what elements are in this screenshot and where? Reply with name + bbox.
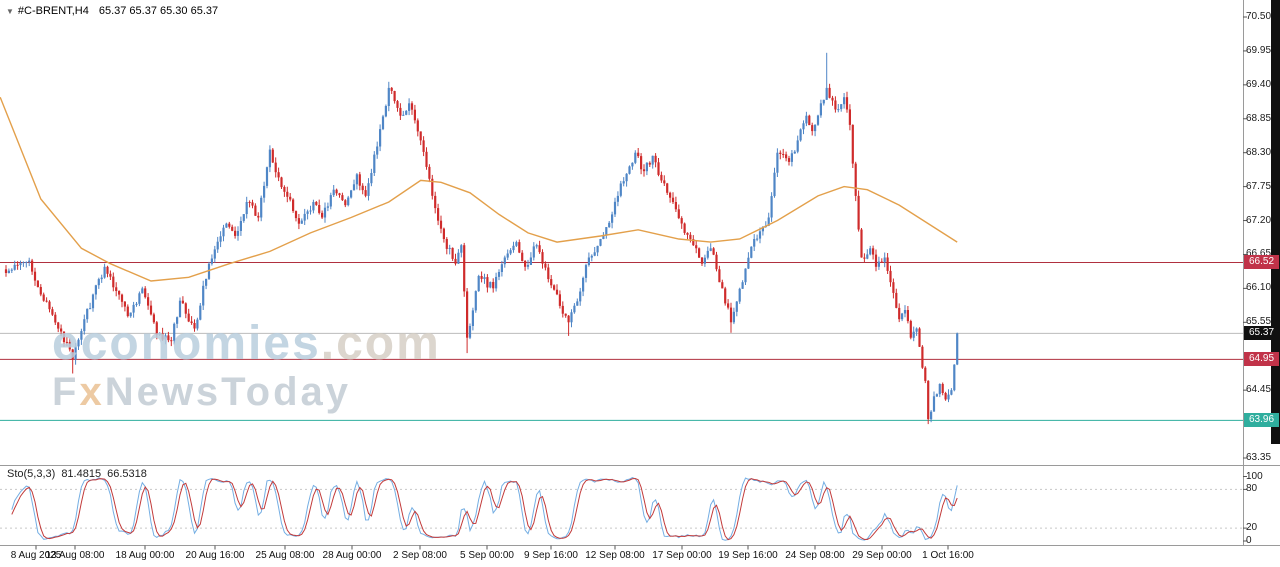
indicator-axis-label: 80 [1246, 483, 1258, 495]
symbol-timeframe-label: #C-BRENT,H4 [17, 5, 89, 17]
time-axis-label: 12 Sep 08:00 [585, 550, 645, 561]
price-axis-label: 69.95 [1246, 44, 1272, 56]
symbol-dropdown-icon[interactable]: ▼ [6, 7, 14, 16]
price-axis-label: 63.35 [1246, 451, 1272, 463]
time-axis-label: 1 Oct 16:00 [922, 550, 974, 561]
price-axis-label: 69.40 [1246, 78, 1272, 90]
price-tag-63.96: 63.96 [1244, 413, 1279, 428]
ohlc-values: 65.37 65.37 65.30 65.37 [98, 5, 219, 17]
price-axis-label: 68.30 [1246, 146, 1272, 158]
time-axis-label: 2 Sep 08:00 [393, 550, 447, 561]
time-axis-label: 13 Aug 08:00 [45, 550, 105, 561]
indicator-value-d: 66.5318 [107, 468, 147, 480]
price-axis-label: 66.65 [1246, 248, 1272, 260]
price-tag-66.52: 66.52 [1244, 255, 1279, 270]
price-tag-65.37: 65.37 [1244, 326, 1279, 341]
price-tags-layer: 66.52 65.37 64.95 63.96 [1244, 0, 1280, 567]
price-axis-label: 67.20 [1246, 214, 1272, 226]
time-axis-label: 25 Aug 08:00 [255, 550, 315, 561]
time-axis-label: 9 Sep 16:00 [524, 550, 578, 561]
time-axis[interactable]: 8 Aug 2025 13 Aug 08:00 18 Aug 00:00 20 Aug… [0, 546, 1280, 567]
indicator-axis-label: 0 [1246, 535, 1252, 546]
indicator-name: Sto(5,3,3) [7, 468, 56, 480]
price-axis[interactable]: 70.50 69.95 69.40 68.85 68.30 67.75 67.20 66.65… [1246, 0, 1280, 567]
indicator-label-row: Sto(5,3,3) 81.4815 66.5318 [7, 468, 153, 480]
time-axis-label: 20 Aug 16:00 [185, 550, 245, 561]
price-axis-label: 67.75 [1246, 180, 1272, 192]
price-axis-label: 68.85 [1246, 112, 1272, 124]
time-axis-label: 28 Aug 00:00 [322, 550, 382, 561]
price-tag-64.95: 64.95 [1244, 352, 1279, 367]
indicator-axis-label: 100 [1246, 470, 1263, 482]
time-axis-label: 8 Aug 2025 [10, 550, 62, 561]
indicator-value-k: 81.4815 [61, 468, 102, 480]
time-axis-label: 17 Sep 00:00 [652, 550, 712, 561]
price-axis-label: 64.45 [1246, 384, 1272, 396]
time-axis-label: 5 Sep 00:00 [460, 550, 514, 561]
price-axis-label: 66.10 [1246, 282, 1272, 294]
time-axis-label: 24 Sep 08:00 [785, 550, 845, 561]
indicator-axis-label: 20 [1246, 522, 1258, 534]
time-axis-label: 29 Sep 00:00 [852, 550, 912, 561]
price-axis-label: 70.50 [1246, 11, 1272, 22]
time-axis-label: 18 Aug 00:00 [115, 550, 175, 561]
indicator-axis[interactable]: 100 80 20 0 [1246, 0, 1280, 567]
price-axis-label: 65.55 [1246, 316, 1272, 328]
time-axis-label: 19 Sep 16:00 [718, 550, 778, 561]
symbol-quote-bar: ▼ #C-BRENT,H4 65.37 65.37 65.30 65.37 [6, 5, 218, 17]
